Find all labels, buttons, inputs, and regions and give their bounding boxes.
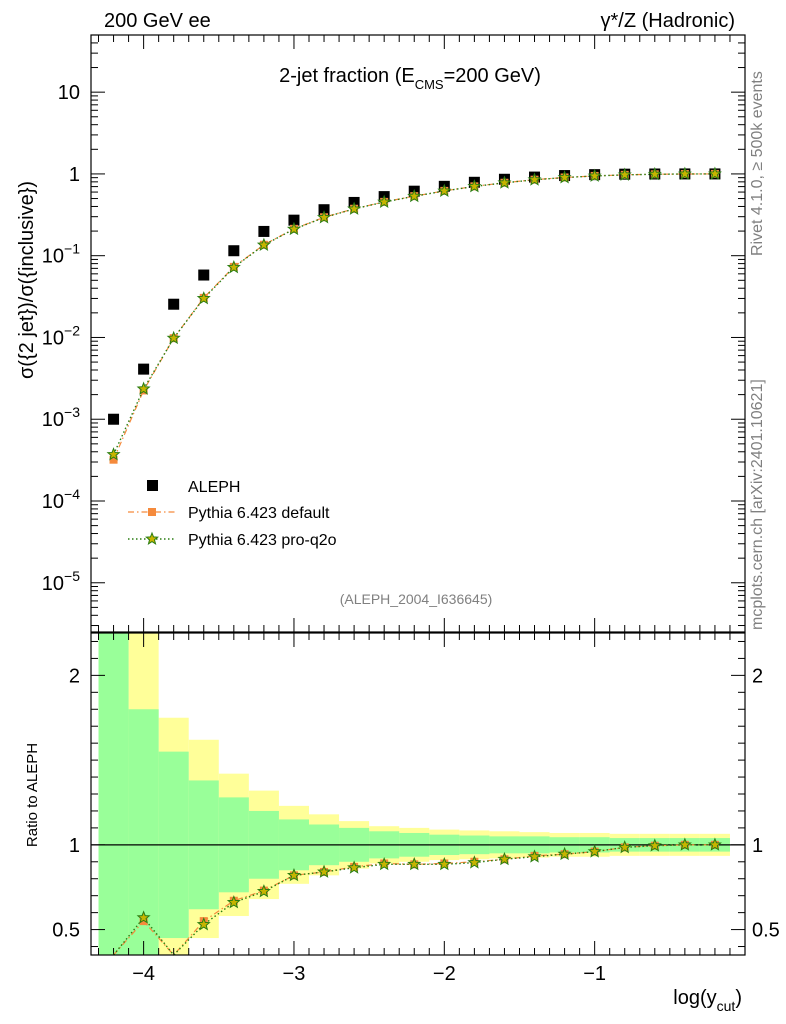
data-point-pythia-proq2o (347, 201, 362, 215)
rivet-version-label: Rivet 4.1.0, ≥ 500k events (749, 71, 766, 256)
ratio-point-pythia-proq2o (707, 837, 722, 851)
y-tick-label: 10−5 (42, 568, 80, 595)
y-tick-label: 10−1 (42, 241, 80, 268)
data-point-pythia-proq2o (106, 447, 121, 461)
data-point-pythia-proq2o (557, 170, 572, 184)
legend-label-default: Pythia 6.423 default (188, 505, 330, 522)
ratio-point-pythia-proq2o (647, 838, 662, 852)
data-point-pythia-proq2o (587, 168, 602, 182)
y-tick-label: 1 (69, 164, 80, 186)
main-title: 2-jet fraction (ECMS=200 GeV) (279, 65, 541, 92)
data-point-pythia-proq2o (136, 381, 151, 395)
data-point-pythia-proq2o (196, 291, 211, 305)
data-point-pythia-proq2o (467, 179, 482, 193)
ratio-y-tick-label: 0.5 (52, 920, 80, 942)
legend-marker-aleph (147, 480, 158, 491)
data-point-aleph (228, 245, 240, 257)
ratio-point-pythia-proq2o (437, 856, 452, 871)
mcplots-label: mcplots.cern.ch [arXiv:2401.10621] (749, 379, 766, 630)
data-point-pythia-proq2o (226, 259, 241, 274)
ratio-frame (90, 632, 746, 956)
main-ylabel: σ({2 jet})/σ({inclusive}) (16, 181, 38, 379)
data-point-pythia-default (109, 455, 118, 464)
data-point-pythia-proq2o (527, 172, 542, 186)
ratio-y-tick-label-right: 2 (752, 665, 763, 687)
legend-label-aleph: ALEPH (188, 479, 240, 496)
ratio-point-pythia-proq2o (317, 864, 332, 878)
data-point-aleph (318, 204, 330, 216)
y-tick-label: 10−2 (42, 322, 80, 349)
legend-marker-default (148, 508, 156, 516)
data-point-pythia-proq2o (617, 167, 632, 181)
data-point-pythia-proq2o (286, 221, 301, 236)
ratio-point-pythia-proq2o (407, 856, 422, 871)
series-line-pythia-proq2o (112, 173, 715, 455)
ratio-point-pythia-proq2o (497, 851, 512, 866)
ratio-point-pythia-proq2o (136, 910, 151, 924)
data-point-pythia-proq2o (377, 194, 392, 209)
data-point-aleph (198, 269, 210, 281)
data-point-aleph (288, 214, 300, 226)
ratio-point-pythia-proq2o (347, 860, 362, 874)
data-point-aleph (258, 225, 270, 237)
main-panel: 10 1 10−1 10−2 10−3 10−4 10−5 2-jet fraction (… (16, 34, 746, 633)
ratio-point-pythia-proq2o (256, 884, 271, 898)
x-tick-label: −4 (132, 963, 155, 985)
x-tick-label: −3 (283, 963, 306, 985)
data-point-aleph (138, 363, 150, 375)
y-tick-label: 10 (58, 82, 80, 104)
ratio-ylabel: Ratio to ALEPH (24, 743, 41, 847)
ratio-panel: 2 2 1 1 0.5 0.5 −4 −3 −2 −1 Ratio to ALEPH log(yc… (24, 632, 780, 1014)
header-left: 200 GeV ee (104, 10, 211, 32)
data-point-pythia-proq2o (647, 166, 662, 181)
legend: ALEPH Pythia 6.423 default Pythia 6.423 … (128, 479, 337, 549)
data-point-pythia-proq2o (256, 237, 271, 251)
ratio-y-tick-label-right: 1 (752, 835, 763, 857)
data-point-pythia-proq2o (497, 175, 512, 189)
ratio-y-tick-label: 2 (69, 665, 80, 687)
data-point-pythia-proq2o (166, 330, 181, 345)
ratio-point-pythia-proq2o (467, 855, 482, 869)
y-tick-label: 10−3 (42, 404, 80, 431)
main-frame (90, 34, 746, 633)
ratio-point-pythia-proq2o (677, 837, 692, 851)
analysis-id: (ALEPH_2004_I636645) (340, 591, 493, 607)
ratio-point-pythia-proq2o (587, 844, 602, 858)
ratio-point-pythia-proq2o (617, 840, 632, 854)
y-tick-label: 10−4 (42, 486, 80, 513)
ratio-point-pythia-proq2o (377, 856, 392, 871)
series-line-pythia-default (112, 173, 715, 460)
x-axis-label: log(ycut) (673, 987, 742, 1014)
ratio-point-pythia-proq2o (196, 917, 211, 931)
header-right: γ*/Z (Hadronic) (601, 10, 735, 32)
ratio-y-tick-label-right: 0.5 (752, 920, 780, 942)
ratio-point-pythia-proq2o (286, 867, 301, 882)
data-point-aleph (108, 413, 120, 425)
ratio-point-pythia-proq2o (557, 846, 572, 861)
data-point-pythia-proq2o (707, 166, 722, 180)
legend-label-proq2o: Pythia 6.423 pro-q2o (188, 532, 337, 549)
legend-marker-proq2o (144, 531, 160, 545)
data-point-aleph (168, 298, 180, 310)
x-tick-label: −1 (583, 963, 606, 985)
ratio-point-pythia-proq2o (226, 895, 241, 909)
ratio-line-pythia-proq2o (113, 844, 715, 957)
data-point-pythia-proq2o (677, 166, 692, 180)
ratio-point-pythia-default (139, 917, 148, 926)
data-point-pythia-proq2o (407, 188, 422, 203)
ratio-point-pythia-proq2o (527, 849, 542, 863)
uncertainty-band-green (98, 633, 129, 955)
x-tick-label: −2 (433, 963, 456, 985)
data-point-pythia-proq2o (317, 210, 332, 224)
data-point-pythia-proq2o (437, 183, 452, 197)
ratio-y-tick-label: 1 (69, 835, 80, 857)
